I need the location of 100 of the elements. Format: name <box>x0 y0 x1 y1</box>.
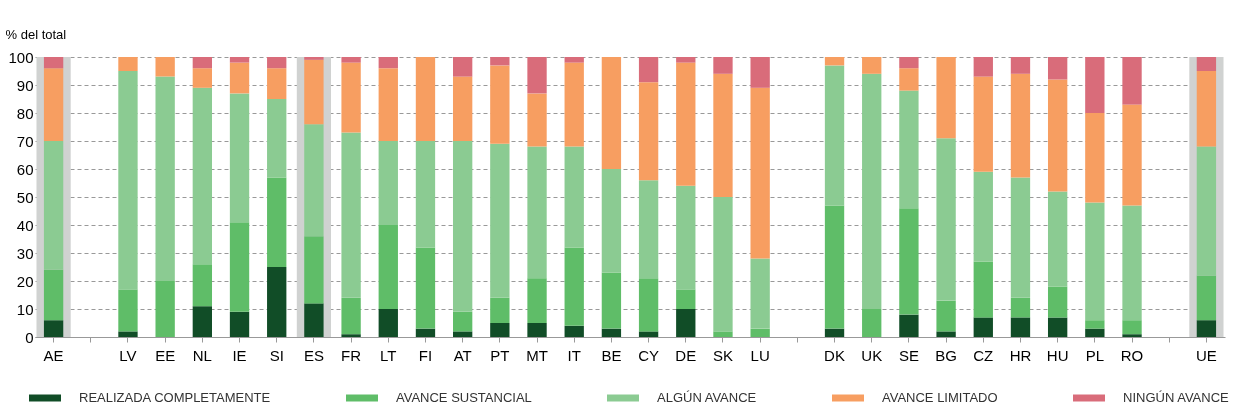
x-tick-label: LT <box>380 346 397 364</box>
bar <box>490 57 510 66</box>
bar <box>378 68 398 141</box>
bar <box>862 309 882 337</box>
bar <box>676 62 696 186</box>
bar <box>824 57 845 66</box>
bar <box>378 309 398 337</box>
bar <box>564 146 584 248</box>
bar <box>638 180 659 279</box>
bar <box>824 205 845 329</box>
bar <box>936 300 956 332</box>
bar <box>229 62 250 94</box>
bar <box>1047 317 1068 337</box>
bar <box>862 73 882 309</box>
bar <box>1085 113 1105 203</box>
bar <box>527 146 547 279</box>
bar <box>527 57 547 94</box>
bar <box>452 331 473 337</box>
bar <box>304 303 324 337</box>
y-tick-label: 80 <box>16 104 34 122</box>
bar <box>824 328 845 337</box>
x-tick-label: SI <box>269 346 284 364</box>
bar <box>118 331 138 337</box>
bar <box>1047 191 1068 287</box>
bar <box>601 57 622 169</box>
bar <box>1085 320 1105 329</box>
bar <box>1196 320 1217 337</box>
bar <box>267 177 287 267</box>
bar <box>341 132 361 298</box>
bar <box>564 247 584 326</box>
bar <box>824 65 845 206</box>
bar <box>341 334 361 337</box>
x-tick-label: PL <box>1085 346 1105 364</box>
x-tick-label: SE <box>898 346 919 364</box>
x-tick-label: CY <box>638 346 660 364</box>
bar <box>229 93 250 223</box>
y-tick-label: 10 <box>16 300 34 318</box>
bar <box>601 328 622 337</box>
bar <box>415 247 436 329</box>
bar <box>1196 146 1217 276</box>
bar <box>750 87 770 259</box>
bar <box>1122 104 1142 206</box>
bar <box>490 323 510 337</box>
bar <box>676 289 696 309</box>
legend-label: AVANCE LIMITADO <box>882 390 998 405</box>
x-tick-label: AT <box>453 346 472 364</box>
legend-label: ALGÚN AVANCE <box>657 390 757 405</box>
bar <box>192 68 213 88</box>
bar <box>973 76 993 172</box>
bar <box>304 236 324 304</box>
x-tick-label: FI <box>418 346 433 364</box>
x-tick-label: EE <box>155 346 176 364</box>
bar <box>1122 334 1142 337</box>
bar <box>899 314 919 337</box>
bar <box>490 143 510 298</box>
bar <box>155 281 175 337</box>
bar <box>601 272 622 329</box>
bar <box>43 320 64 337</box>
x-tick-label: RO <box>1120 346 1144 364</box>
bar <box>564 57 584 63</box>
bar <box>43 141 64 270</box>
bar <box>899 90 919 209</box>
bar <box>415 57 436 141</box>
bar <box>638 331 659 337</box>
bar <box>713 57 733 74</box>
x-tick-label: DK <box>824 346 845 364</box>
x-tick-label: HR <box>1009 346 1032 364</box>
bar <box>1122 205 1142 321</box>
bar <box>229 222 250 312</box>
bar <box>1085 202 1105 321</box>
bar <box>676 57 696 63</box>
bar <box>1010 73 1031 178</box>
x-tick-label: MT <box>526 346 548 364</box>
bar <box>304 59 324 125</box>
bar <box>713 331 733 337</box>
bar <box>899 208 919 315</box>
bar <box>1196 71 1217 147</box>
bar <box>750 328 770 337</box>
legend-label: REALIZADA COMPLETAMENTE <box>79 390 271 405</box>
bar <box>118 71 138 290</box>
bar <box>155 57 175 77</box>
y-tick-label: 30 <box>16 244 34 262</box>
bar <box>527 93 547 147</box>
y-tick-label: 70 <box>16 132 34 150</box>
x-tick-label: IT <box>567 346 581 364</box>
bar <box>452 141 473 312</box>
legend-label: NINGÚN AVANCE <box>1123 390 1230 405</box>
x-tick-label: AE <box>43 346 64 364</box>
bar <box>1010 177 1031 298</box>
y-tick-label: 60 <box>16 160 34 178</box>
bar <box>638 57 659 83</box>
bar <box>267 99 287 178</box>
bar <box>899 68 919 91</box>
bar <box>527 278 547 323</box>
bar <box>973 261 993 318</box>
bar <box>341 297 361 335</box>
bar <box>490 297 510 323</box>
x-tick-label: BE <box>601 346 622 364</box>
bar <box>229 57 250 63</box>
bar <box>564 325 584 337</box>
